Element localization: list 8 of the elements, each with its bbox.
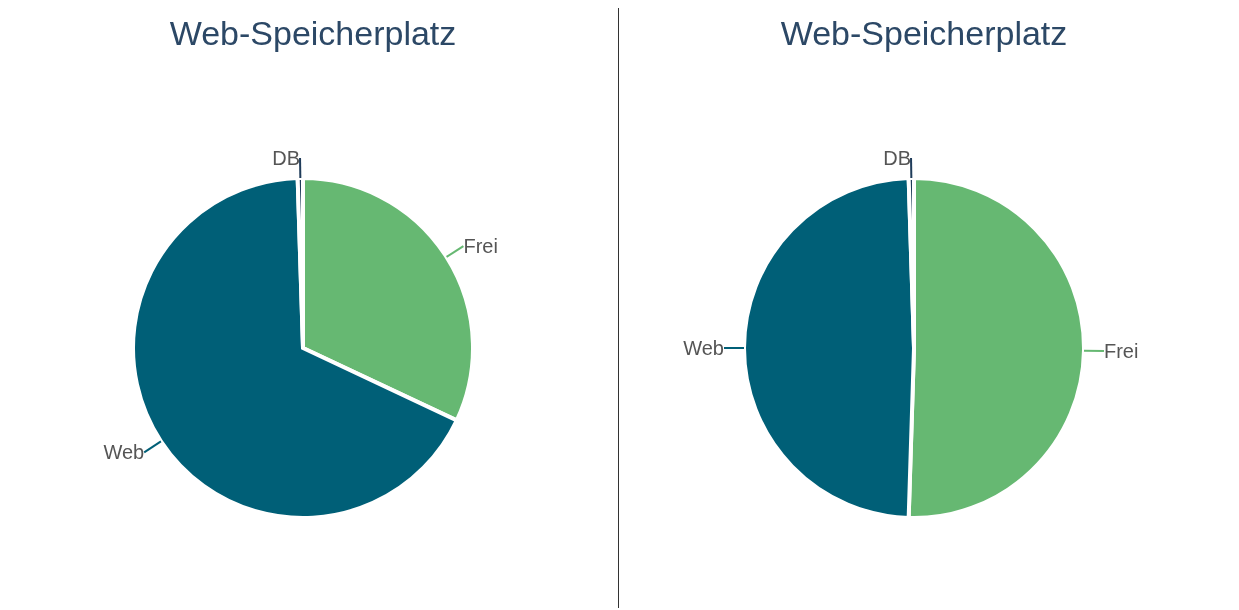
slice-label: Web — [683, 337, 724, 359]
chart-title: Web-Speicherplatz — [779, 14, 1069, 53]
chart-title: Web-Speicherplatz — [168, 14, 458, 53]
slice-label: DB — [883, 147, 912, 170]
slice-label: DB — [272, 147, 301, 170]
slice-label: Web — [103, 441, 145, 464]
slice-label: Frei — [1103, 339, 1139, 362]
slice-label: Frei — [463, 235, 498, 258]
